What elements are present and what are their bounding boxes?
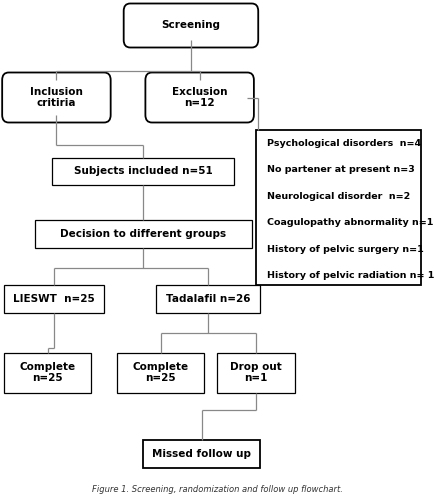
Text: Inclusion
critiria: Inclusion critiria xyxy=(30,86,83,108)
Text: LIESWT  n=25: LIESWT n=25 xyxy=(13,294,95,304)
Text: Complete
n=25: Complete n=25 xyxy=(20,362,76,384)
Text: Screening: Screening xyxy=(161,20,220,30)
FancyBboxPatch shape xyxy=(156,285,260,312)
FancyBboxPatch shape xyxy=(143,440,260,468)
FancyBboxPatch shape xyxy=(52,158,234,185)
Text: Complete
n=25: Complete n=25 xyxy=(132,362,189,384)
Text: Decision to different groups: Decision to different groups xyxy=(60,229,226,239)
Text: Subjects included n=51: Subjects included n=51 xyxy=(74,166,213,176)
FancyBboxPatch shape xyxy=(35,220,252,248)
Text: Psychological disorders  n=4

No partener at present n=3

Neurological disorder : Psychological disorders n=4 No partener … xyxy=(267,139,434,280)
FancyBboxPatch shape xyxy=(124,4,258,48)
FancyBboxPatch shape xyxy=(4,285,104,312)
FancyBboxPatch shape xyxy=(145,72,254,122)
FancyBboxPatch shape xyxy=(4,352,91,393)
Text: Missed follow up: Missed follow up xyxy=(152,449,251,459)
Text: Tadalafil n=26: Tadalafil n=26 xyxy=(166,294,250,304)
Text: Figure 1. Screening, randomization and follow up flowchart.: Figure 1. Screening, randomization and f… xyxy=(92,485,342,494)
FancyBboxPatch shape xyxy=(217,352,295,393)
Text: Exclusion
n=12: Exclusion n=12 xyxy=(172,86,227,108)
Text: Drop out
n=1: Drop out n=1 xyxy=(230,362,282,384)
FancyBboxPatch shape xyxy=(117,352,204,393)
FancyBboxPatch shape xyxy=(256,130,421,285)
FancyBboxPatch shape xyxy=(2,72,111,122)
